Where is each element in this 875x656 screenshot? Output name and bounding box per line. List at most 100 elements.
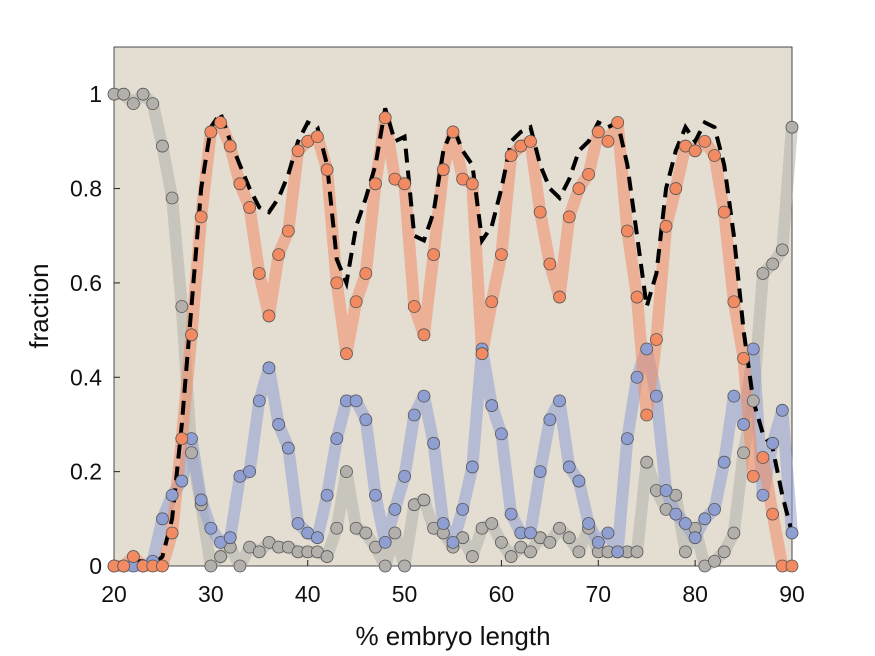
marker [620, 432, 634, 446]
marker [485, 295, 499, 309]
x-tick-label: 90 [779, 581, 805, 607]
marker [717, 205, 731, 219]
marker [359, 413, 373, 427]
marker [417, 493, 431, 507]
marker [340, 347, 353, 361]
marker [272, 418, 286, 431]
marker [504, 550, 518, 563]
marker [175, 474, 189, 488]
marker [310, 130, 324, 144]
x-tick-label: 40 [295, 581, 321, 607]
marker [156, 559, 169, 573]
marker [194, 493, 208, 507]
marker [204, 521, 218, 535]
marker [591, 125, 605, 139]
marker [126, 97, 140, 111]
marker [310, 531, 324, 545]
marker [756, 267, 770, 280]
x-tick-label: 80 [682, 581, 708, 607]
marker [650, 389, 663, 403]
marker [378, 536, 392, 549]
marker [465, 177, 479, 191]
marker [746, 394, 760, 408]
marker [378, 111, 392, 125]
marker [708, 149, 721, 162]
marker [291, 517, 305, 530]
marker [378, 559, 392, 573]
marker [446, 536, 460, 549]
y-tick-label: 0.6 [70, 270, 102, 296]
marker [553, 521, 566, 535]
marker [146, 97, 160, 111]
marker [640, 342, 654, 356]
marker [698, 512, 712, 526]
marker [756, 488, 770, 502]
marker [185, 446, 198, 460]
marker [543, 536, 557, 549]
marker [601, 134, 615, 148]
marker [340, 465, 353, 479]
marker [262, 309, 276, 323]
marker [582, 517, 595, 530]
marker [785, 120, 799, 134]
marker [398, 177, 411, 191]
marker [281, 224, 295, 238]
marker [194, 210, 208, 224]
marker [465, 460, 479, 474]
marker [591, 536, 605, 549]
marker [572, 182, 586, 195]
marker [185, 328, 198, 342]
marker [407, 300, 421, 313]
marker [359, 267, 373, 280]
dashed-line [114, 107, 794, 569]
marker [562, 531, 576, 545]
marker [688, 531, 702, 545]
y-axis-label: fraction [24, 263, 54, 348]
marker [669, 182, 683, 195]
marker [698, 134, 712, 148]
marker [630, 290, 644, 304]
marker [330, 521, 344, 535]
marker [708, 554, 721, 568]
marker [727, 295, 741, 309]
marker [165, 488, 179, 502]
marker [320, 550, 334, 563]
marker [524, 134, 537, 148]
marker [359, 526, 373, 540]
marker [708, 502, 721, 516]
marker [553, 394, 566, 408]
marker [640, 408, 654, 422]
marker [475, 347, 489, 361]
marker [737, 446, 750, 460]
marker [407, 408, 421, 422]
marker [601, 526, 615, 540]
y-tick-label: 0.8 [70, 176, 102, 202]
marker [156, 512, 169, 526]
marker [320, 488, 334, 502]
x-tick-label: 30 [198, 581, 224, 607]
marker [252, 267, 266, 280]
marker [572, 545, 586, 559]
x-axis-label: % embryo length [355, 621, 550, 651]
y-tick-label: 1 [89, 81, 102, 107]
marker [640, 455, 654, 469]
marker [214, 550, 227, 563]
marker [504, 149, 518, 162]
marker [485, 399, 499, 412]
marker [262, 361, 276, 375]
marker [679, 545, 692, 559]
y-tick-label: 0 [89, 553, 102, 579]
marker [630, 545, 644, 559]
marker [156, 139, 169, 153]
marker [330, 432, 344, 446]
marker [165, 526, 179, 540]
marker [717, 455, 731, 469]
marker [611, 116, 625, 129]
marker [533, 465, 547, 479]
marker [611, 545, 625, 559]
marker [243, 201, 257, 214]
marker [659, 219, 673, 233]
marker [436, 163, 450, 177]
